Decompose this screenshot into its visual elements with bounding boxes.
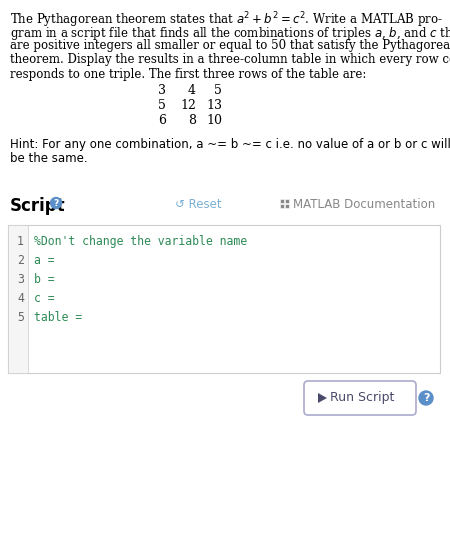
Circle shape — [50, 198, 62, 208]
FancyBboxPatch shape — [304, 381, 416, 415]
Text: Run Script: Run Script — [330, 390, 394, 403]
Polygon shape — [318, 393, 327, 403]
Text: a =: a = — [34, 254, 54, 267]
Text: 5: 5 — [158, 99, 166, 112]
Text: ?: ? — [423, 393, 429, 403]
Text: 5: 5 — [17, 311, 24, 324]
FancyBboxPatch shape — [285, 199, 289, 203]
Text: %Don't change the variable name: %Don't change the variable name — [34, 235, 247, 248]
Circle shape — [419, 391, 433, 405]
FancyBboxPatch shape — [285, 204, 289, 208]
Text: 3: 3 — [158, 84, 166, 98]
Text: ?: ? — [54, 199, 58, 207]
Text: table =: table = — [34, 311, 82, 324]
Text: theorem. Display the results in a three-column table in which every row cor-: theorem. Display the results in a three-… — [10, 53, 450, 66]
Text: 2: 2 — [17, 254, 24, 267]
Text: c =: c = — [34, 292, 54, 305]
Text: The Pythagorean theorem states that $a^2 + b^2 = c^2$. Write a MATLAB pro-: The Pythagorean theorem states that $a^2… — [10, 10, 443, 30]
Text: 10: 10 — [206, 113, 222, 126]
Text: 12: 12 — [180, 99, 196, 112]
Text: are positive integers all smaller or equal to 50 that satisfy the Pythagorean: are positive integers all smaller or equ… — [10, 39, 450, 52]
Text: ↺ Reset: ↺ Reset — [175, 198, 221, 211]
Text: 5: 5 — [214, 84, 222, 98]
Text: be the same.: be the same. — [10, 152, 88, 165]
FancyBboxPatch shape — [8, 225, 440, 373]
Text: 6: 6 — [158, 113, 166, 126]
Text: responds to one triple. The first three rows of the table are:: responds to one triple. The first three … — [10, 68, 366, 81]
Text: 1: 1 — [17, 235, 24, 248]
Text: 3: 3 — [17, 273, 24, 286]
FancyBboxPatch shape — [8, 225, 28, 373]
Text: Script: Script — [10, 197, 66, 215]
Text: 13: 13 — [206, 99, 222, 112]
Text: Hint: For any one combination, a ~= b ~= c i.e. no value of a or b or c will: Hint: For any one combination, a ~= b ~=… — [10, 138, 450, 151]
FancyBboxPatch shape — [280, 199, 284, 203]
Text: 4: 4 — [188, 84, 196, 98]
Text: gram in a script file that finds all the combinations of triples $a$, $b$, and $: gram in a script file that finds all the… — [10, 24, 450, 42]
Text: b =: b = — [34, 273, 54, 286]
Text: 4: 4 — [17, 292, 24, 305]
Text: 8: 8 — [188, 113, 196, 126]
FancyBboxPatch shape — [280, 204, 284, 208]
Text: MATLAB Documentation: MATLAB Documentation — [293, 198, 435, 211]
